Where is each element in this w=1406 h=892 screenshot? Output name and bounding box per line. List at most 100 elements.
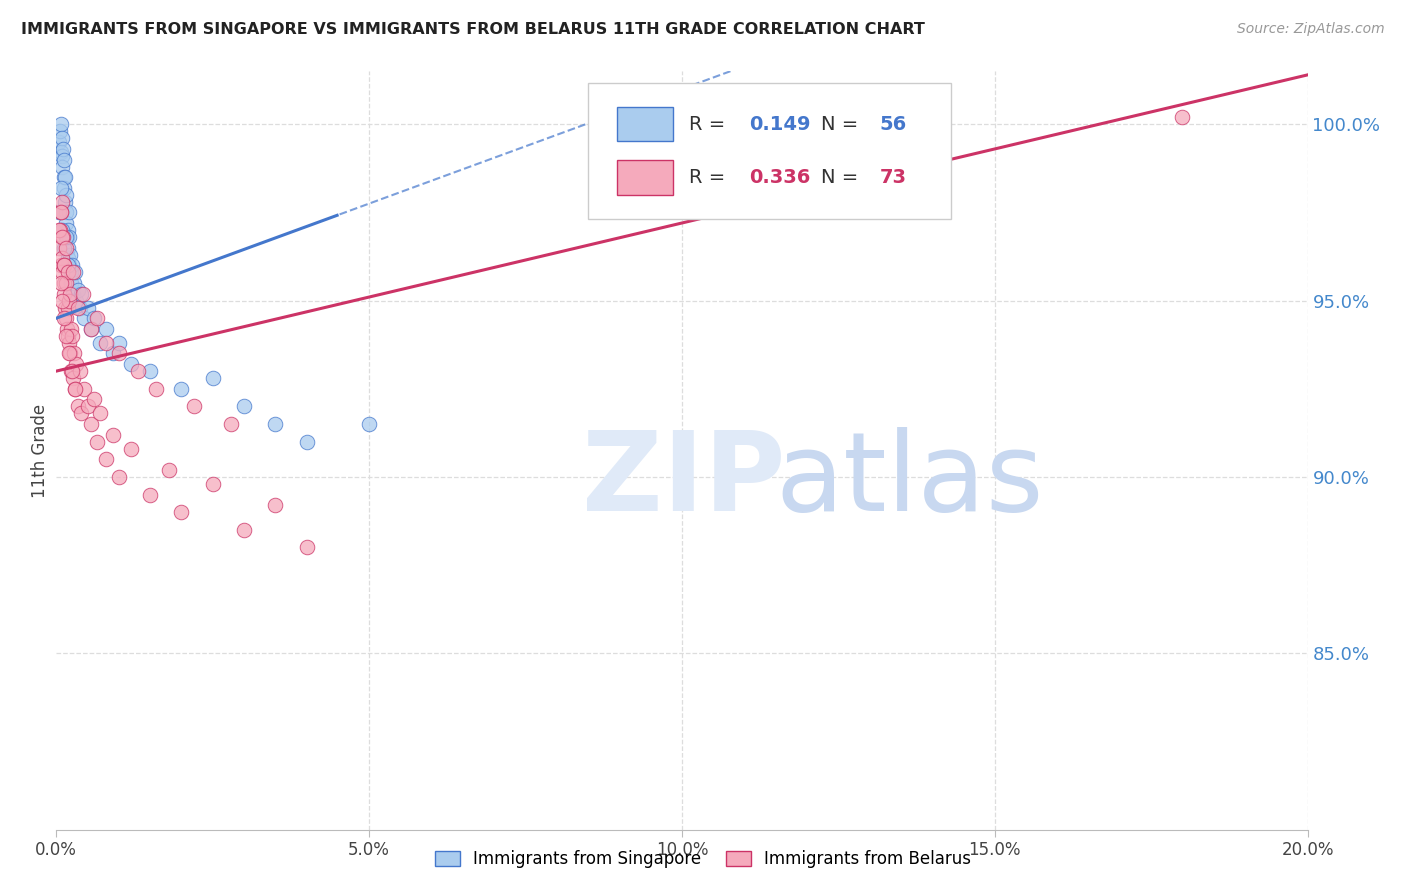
Point: [73, 311, 96, 326]
Point: [170, 505, 193, 519]
Point: [53, 194, 76, 209]
Point: [52, 258, 75, 272]
Point: [70, 406, 93, 420]
Text: 73: 73: [880, 168, 907, 187]
Point: [201, 371, 224, 385]
Point: [69, 301, 91, 315]
Point: [65, 357, 87, 371]
Point: [58, 335, 80, 350]
Legend: Immigrants from Singapore, Immigrants from Belarus: Immigrants from Singapore, Immigrants fr…: [427, 844, 979, 875]
Point: [53, 170, 76, 185]
Point: [48, 135, 70, 149]
Text: R =: R =: [689, 168, 733, 187]
Point: [56, 241, 79, 255]
Point: [83, 392, 105, 407]
Point: [79, 322, 101, 336]
Point: [62, 265, 84, 279]
Point: [233, 400, 256, 414]
Point: [52, 170, 75, 185]
Point: [56, 258, 79, 272]
Point: [51, 160, 73, 174]
Point: [58, 205, 80, 219]
Point: [59, 265, 82, 279]
Point: [51, 131, 73, 145]
Point: [157, 463, 180, 477]
Point: [101, 427, 124, 442]
Point: [70, 286, 93, 301]
Point: [139, 364, 162, 378]
Point: [52, 230, 75, 244]
Point: [56, 329, 79, 343]
Point: [65, 293, 87, 308]
Point: [359, 417, 381, 431]
Point: [170, 382, 193, 396]
Point: [295, 541, 318, 555]
Point: [56, 252, 79, 266]
Point: [55, 241, 77, 255]
Point: [53, 286, 76, 301]
Point: [51, 223, 73, 237]
Point: [51, 252, 73, 266]
Point: [96, 452, 118, 467]
Point: [89, 406, 111, 420]
Point: [120, 357, 142, 371]
Point: [51, 265, 73, 279]
Text: N =: N =: [821, 115, 865, 134]
Point: [56, 230, 79, 244]
Point: [63, 382, 86, 396]
Point: [108, 346, 131, 360]
Point: [233, 523, 256, 537]
Text: Source: ZipAtlas.com: Source: ZipAtlas.com: [1237, 22, 1385, 37]
Point: [56, 322, 79, 336]
Point: [55, 216, 77, 230]
Point: [56, 301, 79, 315]
Point: [48, 205, 70, 219]
FancyBboxPatch shape: [588, 83, 950, 219]
Point: [60, 258, 83, 272]
Point: [139, 487, 162, 501]
Point: [55, 311, 77, 326]
Point: [67, 301, 90, 315]
Point: [58, 258, 80, 272]
Point: [48, 223, 70, 237]
Point: [59, 322, 82, 336]
Point: [49, 205, 72, 219]
Point: [49, 205, 72, 219]
Point: [89, 335, 111, 350]
Point: [63, 382, 86, 396]
Point: [55, 205, 77, 219]
Y-axis label: 11th Grade: 11th Grade: [31, 403, 49, 498]
Text: ZIP: ZIP: [582, 427, 785, 534]
Point: [60, 329, 83, 343]
Point: [49, 223, 72, 237]
Point: [49, 180, 72, 194]
Point: [62, 346, 84, 360]
Point: [73, 382, 96, 396]
Point: [127, 364, 149, 378]
Text: 0.149: 0.149: [749, 115, 811, 134]
Point: [67, 400, 90, 414]
Point: [79, 417, 101, 431]
Point: [52, 142, 75, 156]
Point: [62, 276, 84, 290]
Point: [108, 470, 131, 484]
Point: [59, 286, 82, 301]
Point: [51, 145, 73, 160]
Point: [51, 194, 73, 209]
Point: [55, 230, 77, 244]
Point: [145, 382, 167, 396]
Point: [52, 153, 75, 167]
Point: [264, 417, 287, 431]
Point: [55, 187, 77, 202]
Point: [120, 442, 142, 456]
Point: [183, 400, 205, 414]
Point: [63, 265, 86, 279]
Point: [62, 371, 84, 385]
Point: [79, 322, 101, 336]
Text: atlas: atlas: [776, 427, 1045, 534]
Point: [67, 283, 90, 297]
Point: [60, 364, 83, 378]
Point: [53, 180, 76, 194]
Point: [295, 434, 318, 449]
Point: [264, 498, 287, 512]
